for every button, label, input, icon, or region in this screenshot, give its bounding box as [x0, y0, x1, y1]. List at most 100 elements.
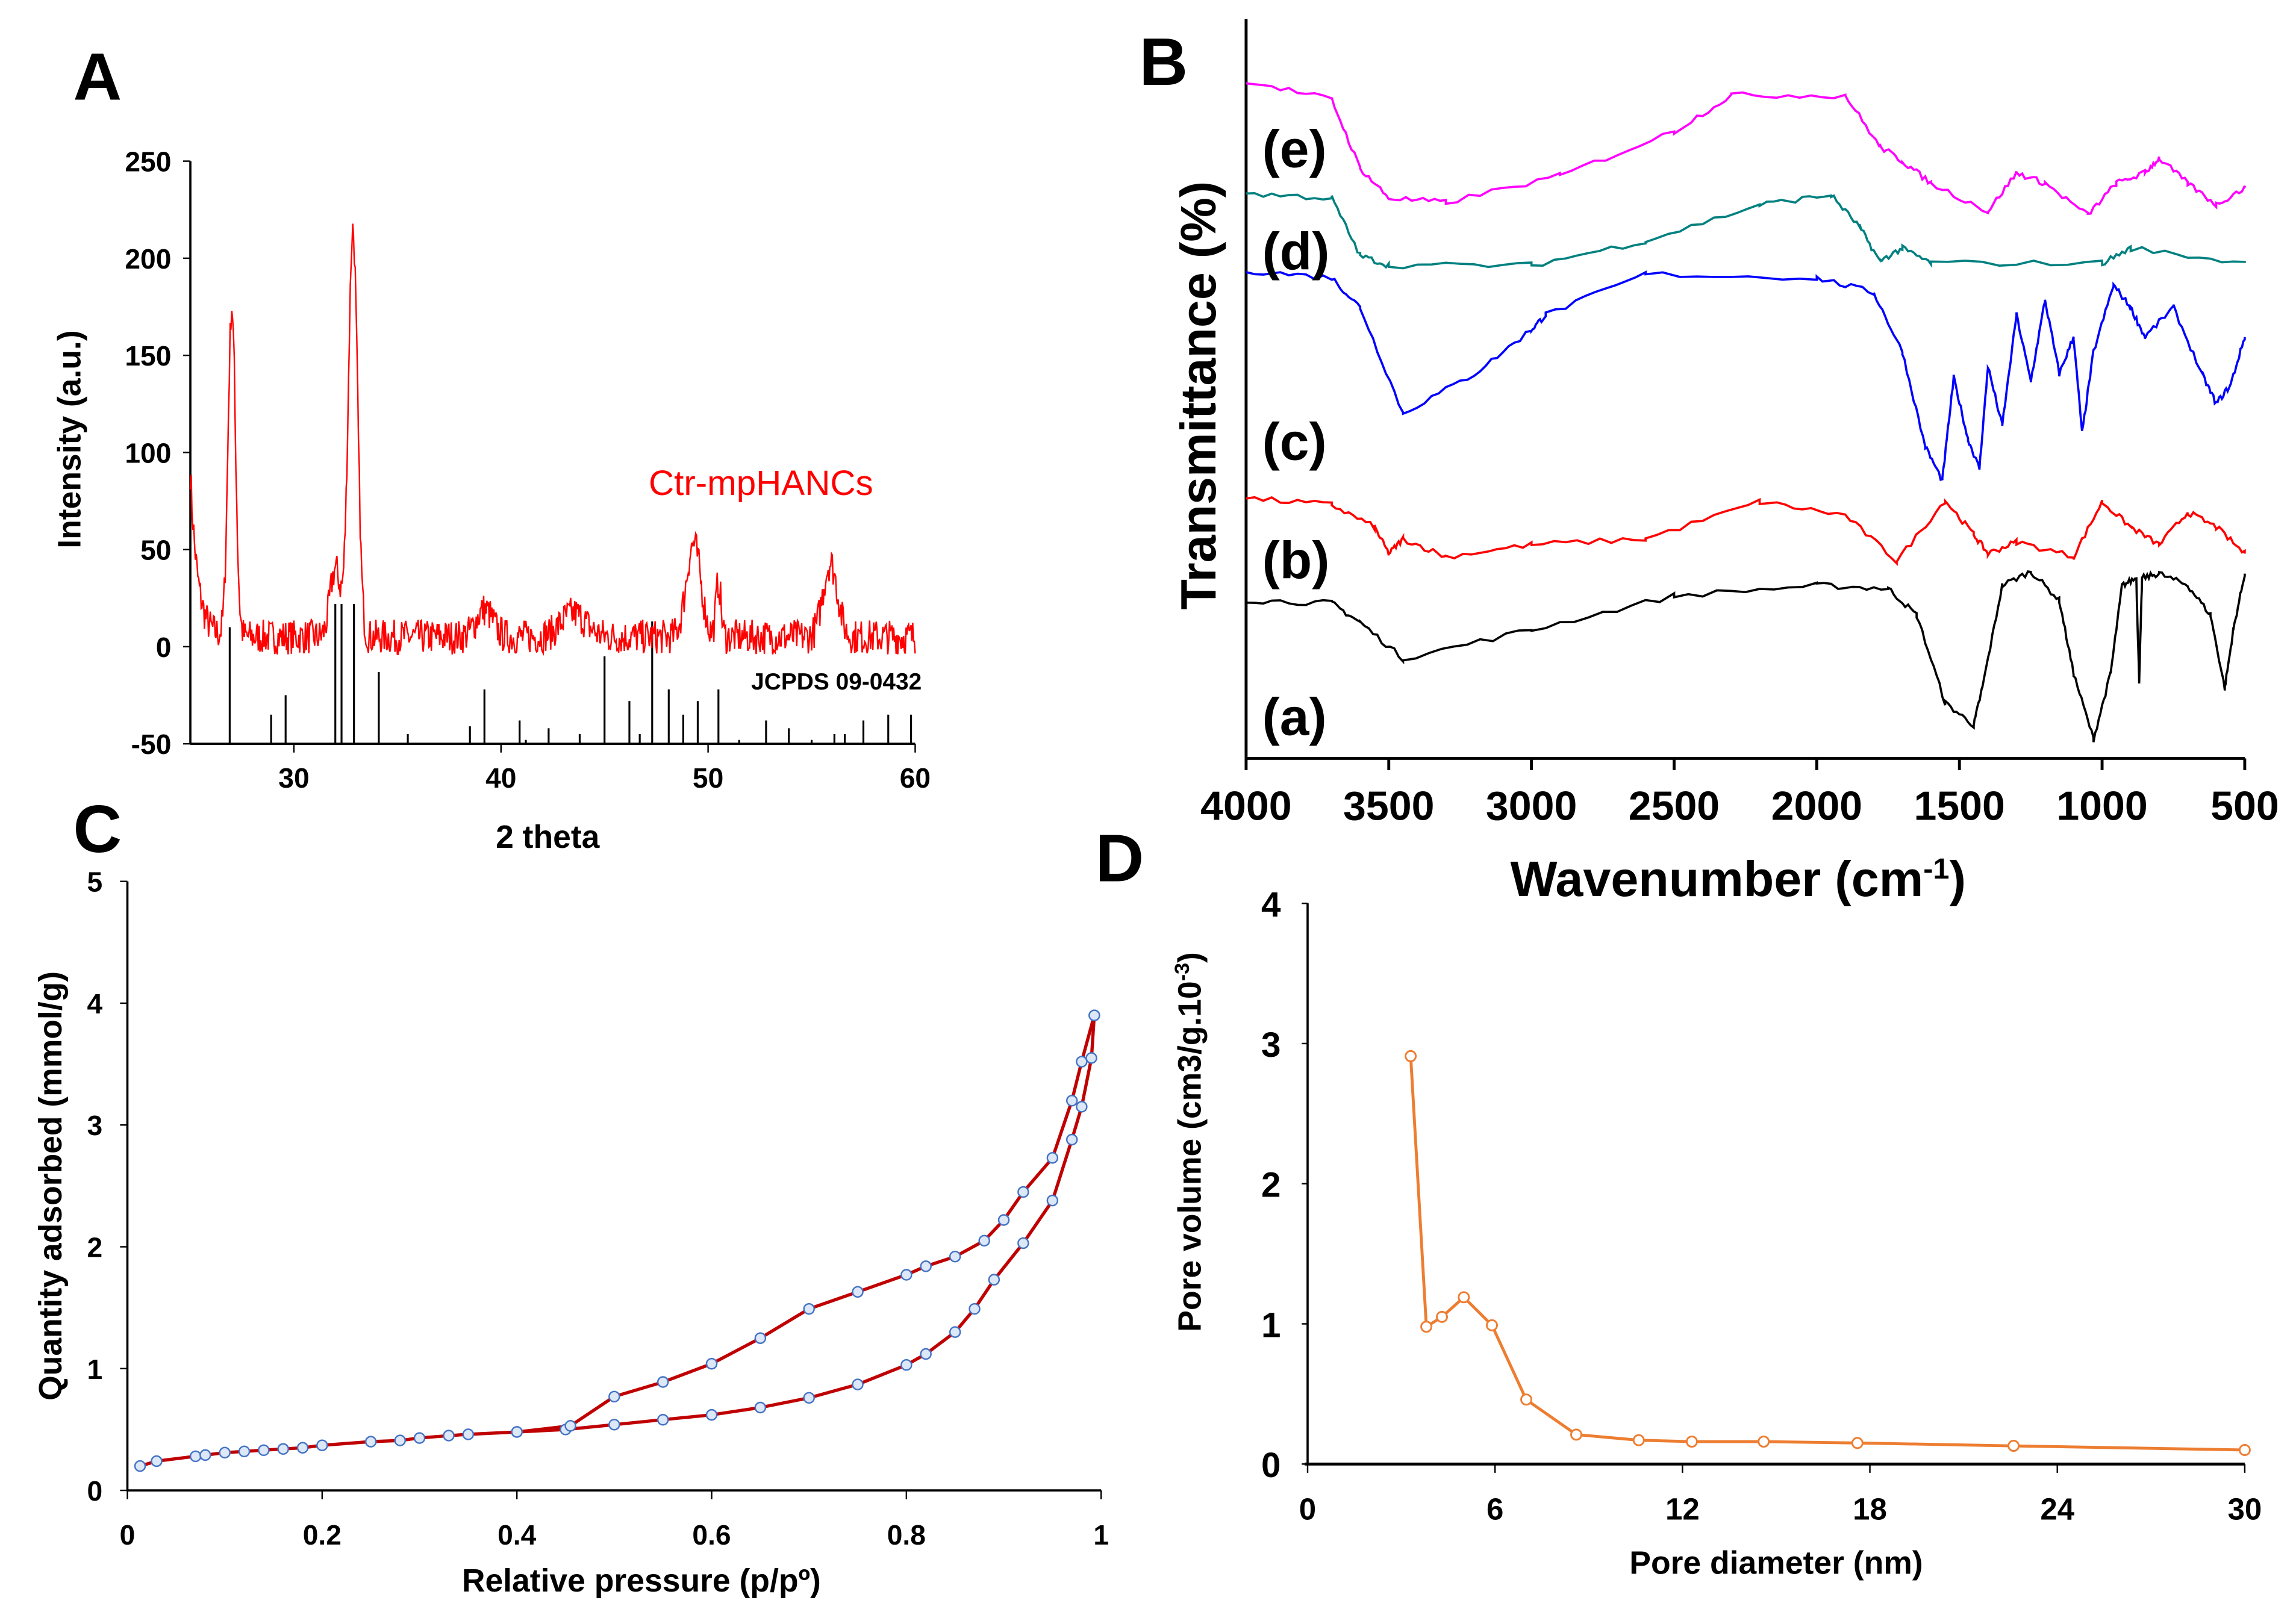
panel-label-c: C	[73, 791, 122, 867]
ftir-series-line	[1246, 191, 2246, 270]
adsorption-point	[189, 1450, 202, 1463]
adsorption-point	[1017, 1237, 1029, 1249]
x-tick-label: 0	[1299, 1492, 1316, 1526]
reference-label: JCPDS 09-0432	[751, 669, 922, 695]
x-tick-label: 0.4	[498, 1519, 537, 1551]
desorption-point	[1046, 1152, 1059, 1164]
desorption-point	[511, 1426, 523, 1438]
y-tick-label: 50	[140, 535, 171, 566]
y-tick-label: 0	[87, 1475, 102, 1507]
y-tick-label: 150	[125, 340, 171, 372]
x-tick-label: 50	[693, 762, 723, 794]
xrd-chart: -50 0 50 100 150 200 250 30 40 50 60	[125, 146, 931, 794]
desorption-point	[564, 1420, 576, 1432]
adsorption-point	[413, 1432, 426, 1444]
y-tick-label: 3	[87, 1110, 102, 1141]
y-tick-label: 1	[87, 1354, 102, 1385]
adsorption-point	[1085, 1052, 1097, 1064]
adsorption-point	[988, 1274, 1000, 1286]
adsorption-point	[754, 1401, 767, 1414]
pore-point	[1458, 1291, 1470, 1304]
x-tick-label: 18	[1853, 1492, 1887, 1526]
adsorption-point	[949, 1326, 961, 1338]
pore-point	[2238, 1444, 2251, 1456]
pore-point	[1486, 1319, 1498, 1331]
pore-point	[1685, 1436, 1698, 1448]
ftir-series-label: (e)	[1262, 119, 1327, 178]
x-tick-label: 0.2	[303, 1519, 342, 1551]
xrd-series-label: Ctr-mpHANCs	[649, 464, 873, 503]
x-tick-label: 1	[1093, 1519, 1109, 1551]
desorption-point	[1065, 1095, 1078, 1107]
pore-point	[1405, 1050, 1417, 1062]
adsorption-point	[1065, 1133, 1078, 1146]
x-tick-label: 0	[120, 1519, 136, 1551]
desorption-point	[754, 1332, 767, 1344]
ftir-series-line	[1246, 270, 2246, 481]
xrd-y-label: Intensity (a.u.)	[52, 330, 88, 548]
pore-point	[1851, 1437, 1864, 1449]
pore-y-label: Pore volume (cm3/g.10-3)	[1171, 952, 1208, 1332]
desorption-point	[1017, 1186, 1029, 1198]
y-tick-label: -50	[131, 729, 172, 760]
pore-series-line	[1409, 1056, 2245, 1452]
xrd-x-label: 2 theta	[496, 820, 601, 855]
adsorption-point	[1076, 1101, 1088, 1113]
desorption-point	[1076, 1056, 1088, 1068]
adsorption-point	[920, 1348, 932, 1360]
adsorption-point	[852, 1378, 864, 1390]
x-tick-label: 0.8	[887, 1519, 926, 1551]
adsorption-point	[316, 1439, 328, 1451]
y-tick-label: 0	[156, 632, 172, 663]
isotherm-y-label: Quantity adsorbed (mmol/g)	[33, 971, 69, 1401]
adsorption-point	[134, 1460, 146, 1472]
desorption-point	[608, 1390, 620, 1403]
adsorption-point	[443, 1430, 455, 1442]
x-tick-label: 2500	[1629, 783, 1720, 829]
pore-point	[1520, 1393, 1533, 1406]
x-tick-label: 0.6	[692, 1519, 731, 1551]
ftir-series-label: (a)	[1262, 688, 1327, 747]
adsorption-point	[657, 1414, 669, 1426]
desorption-line	[516, 1015, 1096, 1434]
pore-point	[2007, 1440, 2020, 1452]
panel-label-d: D	[1095, 821, 1144, 896]
ftir-series-label: (c)	[1262, 412, 1327, 471]
pore-point	[1758, 1436, 1770, 1448]
desorption-point	[803, 1302, 815, 1315]
y-tick-label: 0	[1261, 1446, 1281, 1485]
adsorption-point	[705, 1408, 718, 1421]
desorption-point	[997, 1214, 1010, 1226]
desorption-point	[920, 1260, 932, 1272]
adsorption-point	[277, 1443, 289, 1455]
x-tick-label: 4000	[1200, 783, 1291, 829]
isotherm-x-label: Relative pressure (p/pº)	[462, 1563, 821, 1599]
desorption-point	[657, 1376, 669, 1388]
ftir-y-label: Transmittance (%)	[1170, 181, 1226, 610]
pore-point	[1570, 1428, 1582, 1441]
y-tick-label: 250	[125, 146, 171, 178]
adsorption-point	[151, 1455, 163, 1467]
adsorption-point	[394, 1434, 406, 1446]
x-tick-label: 60	[900, 762, 931, 794]
y-tick-label: 5	[87, 867, 102, 898]
adsorption-line	[139, 1015, 1096, 1468]
x-tick-label: 3000	[1486, 783, 1577, 829]
adsorption-point	[608, 1419, 620, 1431]
x-tick-label: 500	[2210, 783, 2279, 829]
x-tick-label: 2000	[1771, 783, 1862, 829]
adsorption-point	[900, 1358, 912, 1371]
desorption-point	[900, 1269, 912, 1281]
ftir-x-label: Wavenumber (cm-1)	[1510, 851, 1966, 907]
x-tick-label: 1500	[1914, 783, 2004, 829]
adsorption-point	[219, 1446, 231, 1459]
isotherm-chart: 0 1 2 3 4 5 0 0.2 0.4 0.6 0.8 1	[87, 867, 1109, 1551]
y-tick-label: 2	[1261, 1166, 1281, 1205]
y-tick-label: 1	[1261, 1305, 1281, 1345]
desorption-point	[978, 1234, 990, 1247]
adsorption-point	[969, 1302, 981, 1315]
y-tick-label: 100	[125, 437, 171, 468]
panel-label-b: B	[1139, 24, 1188, 99]
